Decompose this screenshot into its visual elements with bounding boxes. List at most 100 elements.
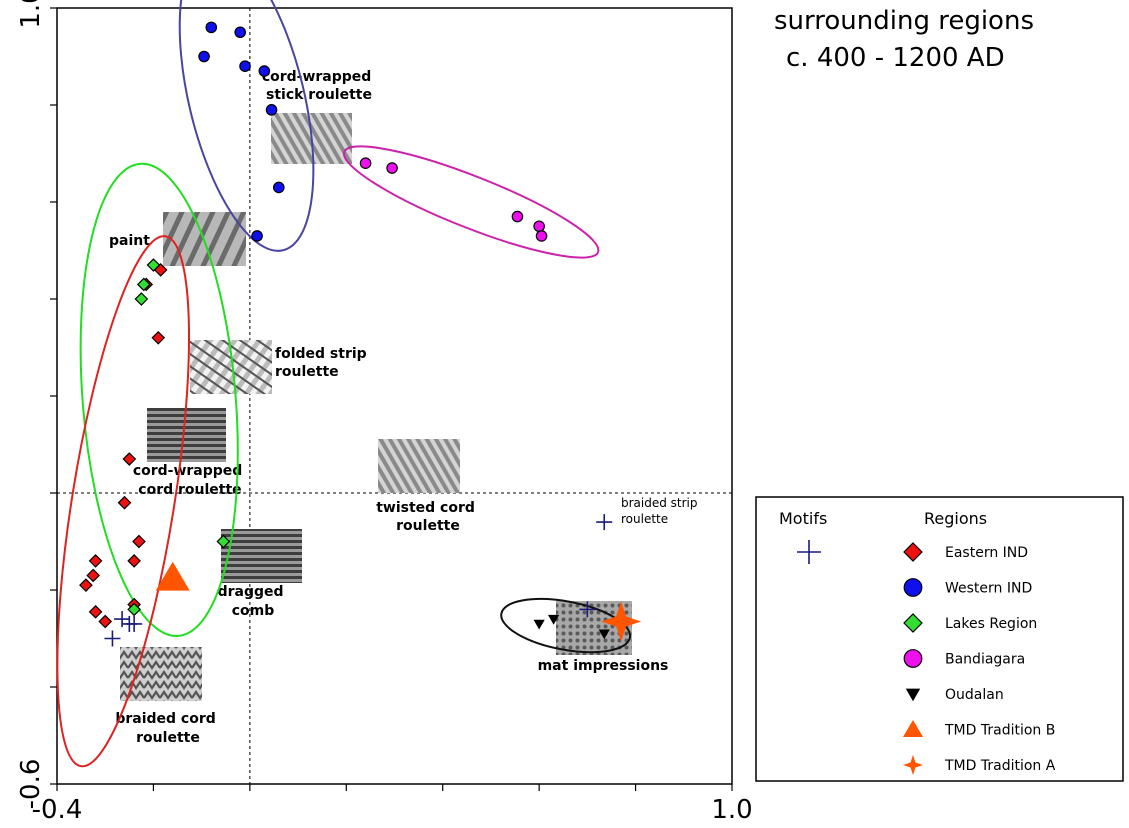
point-western-ind — [234, 26, 247, 39]
legend-label-western-ind: Western IND — [945, 581, 1032, 597]
legend-marker-lakes-region — [903, 613, 923, 633]
texture-thumbnail-cord-roulette — [147, 408, 226, 462]
annotation-braided-strip-roulette: braided strip roulette — [621, 496, 701, 526]
legend-entry-oudalan: Oudalan — [905, 687, 1004, 703]
texture-thumbnail-dragged-comb — [221, 529, 302, 583]
point-western-ind — [251, 230, 263, 242]
point-western-ind — [239, 60, 251, 72]
legend-motif-marker — [797, 540, 821, 564]
point-eastern-ind — [117, 495, 132, 510]
point-bandiagara — [535, 230, 548, 242]
point-eastern-ind — [79, 578, 93, 592]
texture-thumbnail-twisted-cord — [378, 439, 460, 493]
point-eastern-ind — [86, 568, 101, 583]
legend-marker-tmd-tradition-b — [903, 720, 923, 737]
legend-label-tmd-tradition-a: TMD Tradition A — [944, 758, 1056, 774]
texture-thumbnails — [120, 113, 632, 701]
point-tmd-tradition-b — [155, 561, 190, 591]
point-western-ind — [258, 65, 271, 77]
legend-entry-western-ind: Western IND — [903, 578, 1032, 597]
point-eastern-ind — [127, 554, 141, 568]
point-bandiagara — [359, 157, 372, 169]
annotation-paint: paint — [109, 233, 150, 249]
point-eastern-ind — [151, 330, 166, 345]
chart-title-line-2: c. 400 - 1200 AD — [786, 43, 1005, 73]
legend-marker-bandiagara — [903, 649, 923, 668]
x-tick-label: -0.4 — [32, 795, 83, 825]
annotation-line: roulette — [396, 518, 460, 534]
texture-thumbnail-braided-cord — [120, 647, 202, 701]
annotation-line: roulette — [275, 364, 339, 380]
annotation-line: roulette — [621, 512, 668, 526]
point-eastern-ind — [88, 554, 103, 568]
enclosure-eastern-ind — [56, 235, 191, 768]
point-motifs — [121, 615, 138, 632]
annotation-line: cord-wrapped — [133, 463, 243, 479]
point-lakes-region — [136, 277, 151, 292]
legend-entry-lakes-region: Lakes Region — [903, 613, 1037, 633]
legend: Motifs Regions Eastern IND Western IND Lak… — [755, 496, 1124, 782]
point-western-ind — [205, 21, 218, 34]
enclosure-western-ind — [178, 0, 315, 252]
point-motifs — [579, 601, 596, 618]
legend-entry-tmd-tradition-a: TMD Tradition A — [903, 755, 1056, 775]
annotation-line: comb — [232, 603, 275, 619]
point-oudalan — [598, 629, 610, 640]
legend-entry-bandiagara: Bandiagara — [903, 649, 1025, 668]
y-tick-label: 1.0 — [16, 0, 46, 29]
annotation-cord-wrapped-stick-roulette: cord-wrapped stick roulette — [262, 69, 376, 103]
y-tick-label: -0.6 — [16, 759, 46, 810]
annotation-cord-wrapped-cord-roulette: cord-wrapped cord roulette — [133, 463, 247, 498]
point-oudalan — [533, 619, 545, 630]
point-eastern-ind — [132, 534, 146, 549]
point-bandiagara — [386, 162, 398, 174]
legend-entry-tmd-tradition-b: TMD Tradition B — [903, 720, 1055, 739]
legend-label-oudalan: Oudalan — [945, 687, 1004, 703]
point-lakes-region — [127, 602, 141, 617]
annotation-mat-impressions: mat impressions — [538, 658, 669, 674]
annotation-braided-cord-roulette: braided cord roulette — [115, 711, 220, 746]
annotation-line: cord roulette — [138, 482, 241, 498]
chart-title: surrounding regions c. 400 - 1200 AD — [774, 6, 1034, 73]
annotation-folded-strip-roulette: folded strip roulette — [275, 346, 372, 380]
point-western-ind — [265, 104, 278, 116]
point-eastern-ind — [88, 604, 103, 619]
annotation-line: paint — [109, 233, 150, 249]
point-motifs — [596, 514, 613, 531]
annotation-line: cord-wrapped — [262, 69, 372, 85]
point-bandiagara — [511, 210, 524, 223]
legend-regions-heading: Regions — [924, 509, 987, 528]
enclosure-oudalan — [500, 597, 632, 654]
annotation-line: stick roulette — [266, 87, 372, 103]
legend-box — [755, 496, 1124, 782]
legend-label-eastern-ind: Eastern IND — [945, 545, 1028, 561]
enclosure-bandiagara — [342, 145, 600, 259]
point-lakes-region — [134, 292, 149, 306]
point-eastern-ind — [98, 614, 113, 629]
annotation-line: roulette — [136, 730, 200, 746]
annotation-twisted-cord-roulette: twisted cord roulette — [376, 500, 480, 534]
legend-marker-oudalan — [905, 688, 921, 702]
legend-label-bandiagara: Bandiagara — [945, 652, 1025, 668]
point-lakes-region — [216, 534, 231, 549]
annotation-line: braided strip — [621, 496, 698, 510]
legend-label-tmd-tradition-b: TMD Tradition B — [944, 723, 1055, 739]
point-motifs — [104, 630, 121, 647]
point-tmd-tradition-a — [601, 601, 642, 642]
legend-motifs-heading: Motifs — [779, 509, 827, 528]
point-eastern-ind — [122, 452, 137, 466]
legend-marker-eastern-ind — [903, 542, 923, 562]
point-lakes-region — [146, 258, 161, 272]
point-bandiagara — [533, 220, 545, 233]
point-oudalan — [548, 614, 560, 625]
annotation-line: dragged — [218, 584, 284, 600]
x-tick-label: 1.0 — [711, 795, 752, 825]
legend-marker-tmd-tradition-a — [903, 755, 923, 775]
chart-title-line-1: surrounding regions — [774, 6, 1034, 36]
annotation-line: mat impressions — [538, 658, 669, 674]
point-western-ind — [272, 181, 285, 194]
legend-label-lakes-region: Lakes Region — [945, 616, 1037, 632]
annotation-dragged-comb: dragged comb — [218, 584, 289, 619]
legend-entry-eastern-ind: Eastern IND — [903, 542, 1028, 562]
